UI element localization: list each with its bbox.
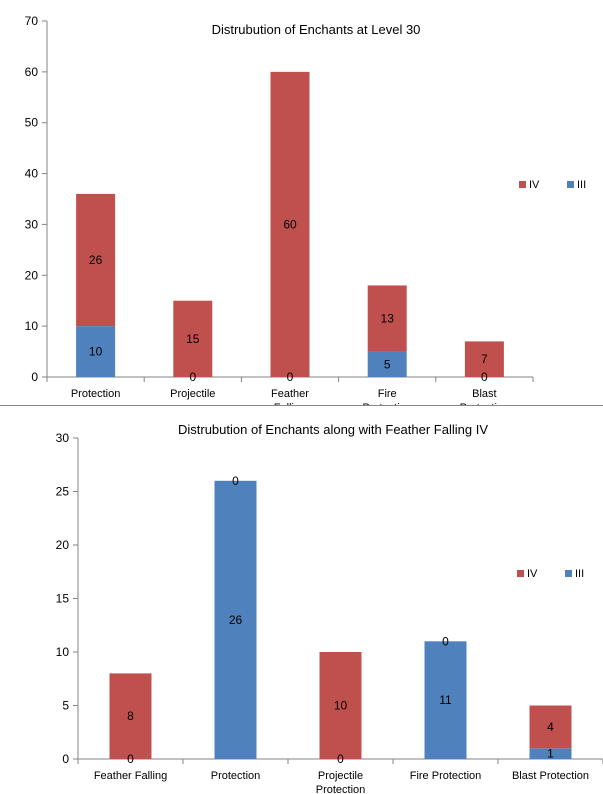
data-label-iii: 0 xyxy=(337,752,344,766)
x-category-label: Protection xyxy=(211,770,261,782)
y-tick-label: 10 xyxy=(56,645,70,659)
data-label-iv: 0 xyxy=(442,634,449,648)
data-label-iv: 8 xyxy=(127,709,134,723)
data-label-iv: 4 xyxy=(547,720,554,734)
level-30-enchant-chart: Distrubution of Enchants at Level 30 0 10 2… xyxy=(25,14,587,405)
y-tick-label: 25 xyxy=(56,485,70,499)
x-category-label: Blast Protection xyxy=(512,770,589,782)
data-label-iii: 1 xyxy=(547,747,554,761)
data-label-iv: 26 xyxy=(89,253,103,267)
data-label-iv: 10 xyxy=(334,699,348,713)
y-tick-label: 15 xyxy=(56,592,70,606)
data-label-iii: 10 xyxy=(89,345,103,359)
data-label-iv: 13 xyxy=(381,312,395,326)
bar-iii-3 xyxy=(424,641,467,759)
bar-iv-4 xyxy=(529,705,572,749)
y-tick-label: 0 xyxy=(62,752,69,766)
y-tick-label: 0 xyxy=(31,370,38,384)
data-label-iii: 11 xyxy=(439,693,452,707)
legend-swatch-iv xyxy=(519,181,526,188)
data-label-iii: 0 xyxy=(127,752,134,766)
legend-label-iv: IV xyxy=(527,568,538,580)
data-label-iv: 60 xyxy=(283,217,297,231)
chart-title: Distrubution of Enchants along with Feat… xyxy=(178,422,488,437)
legend-label-iii: III xyxy=(575,568,584,580)
data-label-iii: 26 xyxy=(229,613,243,627)
y-tick-label: 20 xyxy=(56,538,70,552)
x-category-label: Fire Protection xyxy=(410,770,482,782)
y-tick-label: 10 xyxy=(25,319,39,333)
x-category-label: Projectile xyxy=(170,388,215,400)
bar-iv-0 xyxy=(76,193,116,327)
data-label-iv: 7 xyxy=(481,352,488,366)
y-tick-label: 20 xyxy=(25,268,39,282)
legend-swatch-iii xyxy=(565,570,572,577)
bar-iii-0 xyxy=(76,326,116,377)
data-label-iii: 5 xyxy=(384,357,391,371)
bar-iii-1 xyxy=(214,480,257,759)
bar-iii-3 xyxy=(367,351,407,377)
data-label-iv: 15 xyxy=(186,332,200,346)
bar-iii-4 xyxy=(529,748,572,759)
bar-iv-4 xyxy=(464,341,504,377)
data-label-iii: 0 xyxy=(189,370,196,384)
legend-label-iii: III xyxy=(577,179,586,191)
legend-swatch-iii xyxy=(567,181,574,188)
legend-swatch-iv xyxy=(517,570,524,577)
data-label-iii: 0 xyxy=(287,370,294,384)
y-tick-label: 70 xyxy=(25,14,39,28)
chart-title: Distrubution of Enchants at Level 30 xyxy=(212,22,421,37)
x-category-label: Feather Falling xyxy=(94,770,167,782)
feather-falling-enchant-chart: Distrubution of Enchants along with Feat… xyxy=(56,422,603,794)
y-tick-label: 30 xyxy=(56,431,70,445)
data-label-iii: 0 xyxy=(481,370,488,384)
x-category-label: Projectile Protection xyxy=(316,770,366,794)
bar-iv-3 xyxy=(367,285,407,352)
y-tick-label: 50 xyxy=(25,116,39,130)
y-tick-label: 5 xyxy=(62,699,69,713)
data-label-iv: 0 xyxy=(232,474,239,488)
legend-label-iv: IV xyxy=(529,179,540,191)
bar-iv-2 xyxy=(319,652,362,759)
x-category-label: Protection xyxy=(71,388,121,400)
bar-iv-0 xyxy=(109,673,152,759)
y-tick-label: 60 xyxy=(25,65,39,79)
bar-iv-1 xyxy=(173,300,213,377)
chart-divider xyxy=(0,405,603,406)
y-tick-label: 40 xyxy=(25,167,39,181)
bar-iv-2 xyxy=(270,71,310,377)
y-tick-label: 30 xyxy=(25,217,39,231)
